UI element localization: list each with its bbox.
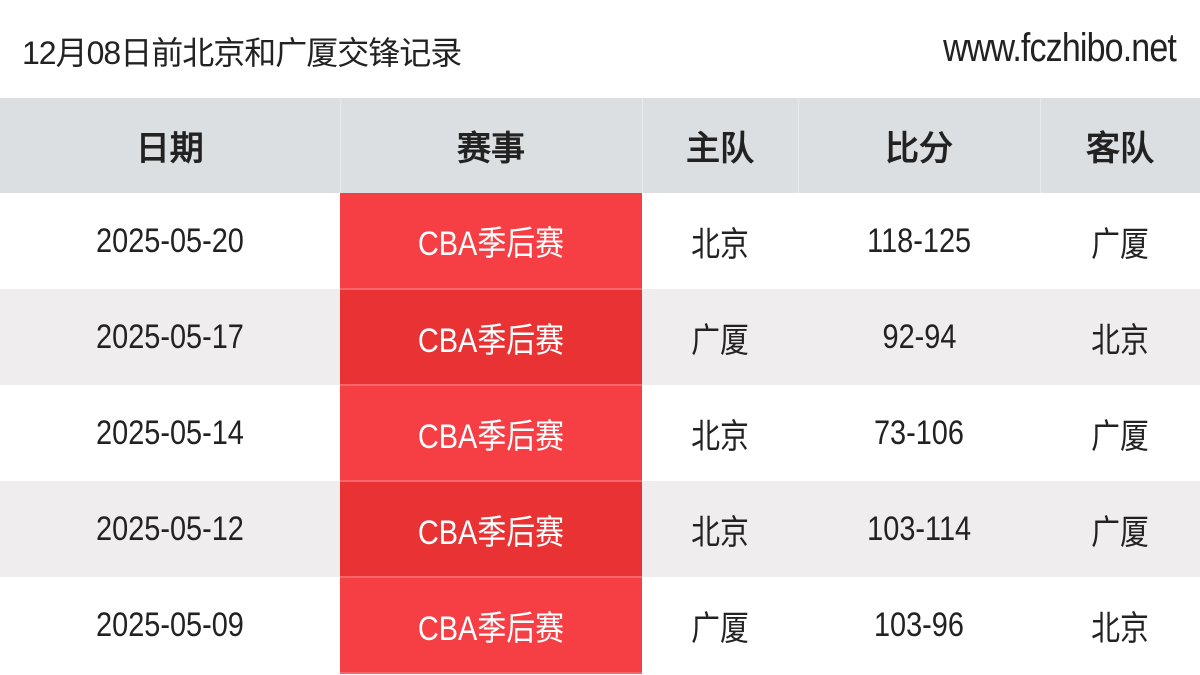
home-team-cell-text: 北京 (691, 513, 749, 552)
table-row: 2025-05-20 CBA季后赛 北京 118-125 广厦 (0, 193, 1200, 290)
home-team-cell-text: 广厦 (691, 321, 749, 360)
away-team-cell-text: 北京 (1091, 321, 1149, 360)
date-cell-text: 2025-05-17 (96, 317, 244, 356)
score-cell: 92-94 (798, 289, 1040, 385)
score-cell: 103-114 (798, 481, 1040, 577)
date-cell-text: 2025-05-09 (96, 605, 244, 644)
score-cell: 103-96 (798, 577, 1040, 673)
score-cell-text: 73-106 (874, 413, 964, 452)
home-team-cell-text: 北京 (691, 417, 749, 456)
score-cell-text: 118-125 (867, 221, 971, 260)
away-team-cell: 广厦 (1040, 385, 1200, 481)
date-cell: 2025-05-20 (0, 193, 340, 289)
score-cell: 118-125 (798, 193, 1040, 289)
away-team-cell: 北京 (1040, 577, 1200, 673)
table-row: 2025-05-17 CBA季后赛 广厦 92-94 北京 (0, 289, 1200, 386)
date-cell-text: 2025-05-20 (96, 221, 244, 260)
competition-cell-text: CBA季后赛 (417, 513, 565, 552)
date-cell: 2025-05-09 (0, 577, 340, 673)
away-team-cell-text: 广厦 (1091, 417, 1149, 456)
table-row: 2025-05-09 CBA季后赛 广厦 103-96 北京 (0, 577, 1200, 674)
away-team-cell-text: 广厦 (1091, 513, 1149, 552)
table-header-row: 日期 赛事 主队 比分 客队 (0, 98, 1200, 193)
competition-cell-text: CBA季后赛 (417, 225, 565, 263)
date-cell: 2025-05-12 (0, 481, 340, 577)
column-header-away: 客队 (1040, 98, 1200, 193)
date-cell-text: 2025-05-12 (96, 509, 244, 548)
date-cell-text: 2025-05-14 (96, 413, 244, 452)
site-url: www.fczhibo.net (943, 26, 1177, 70)
date-cell: 2025-05-14 (0, 385, 340, 481)
away-team-cell-text: 北京 (1091, 609, 1149, 648)
column-header-competition: 赛事 (340, 98, 643, 193)
away-team-cell-text: 广厦 (1091, 225, 1149, 264)
competition-cell: CBA季后赛 (340, 385, 642, 482)
head-to-head-table: 日期 赛事 主队 比分 客队 2025-05-20 CBA季后赛 北京 118-125… (0, 98, 1200, 674)
score-cell-text: 103-114 (867, 509, 971, 548)
away-team-cell: 广厦 (1040, 193, 1200, 289)
away-team-cell: 广厦 (1040, 481, 1200, 577)
home-team-cell: 北京 (642, 481, 798, 577)
away-team-cell: 北京 (1040, 289, 1200, 385)
home-team-cell-text: 北京 (691, 225, 749, 264)
score-cell-text: 103-96 (874, 605, 964, 644)
home-team-cell: 北京 (642, 193, 798, 289)
date-cell: 2025-05-17 (0, 289, 340, 385)
score-cell: 73-106 (798, 385, 1040, 481)
competition-cell-text: CBA季后赛 (417, 321, 565, 360)
table-row: 2025-05-12 CBA季后赛 北京 103-114 广厦 (0, 481, 1200, 578)
home-team-cell: 北京 (642, 385, 798, 481)
page-title: 12月08日前北京和广厦交锋记录 (22, 35, 462, 71)
column-header-date: 日期 (0, 98, 341, 193)
competition-cell: CBA季后赛 (340, 289, 642, 386)
competition-cell-text: CBA季后赛 (417, 417, 565, 456)
competition-cell: CBA季后赛 (340, 193, 642, 290)
home-team-cell: 广厦 (642, 289, 798, 385)
column-header-home: 主队 (642, 98, 799, 193)
score-cell-text: 92-94 (882, 317, 956, 356)
competition-cell: CBA季后赛 (340, 577, 642, 674)
home-team-cell: 广厦 (642, 577, 798, 673)
home-team-cell-text: 广厦 (691, 609, 749, 648)
competition-cell-text: CBA季后赛 (417, 609, 565, 648)
table-row: 2025-05-14 CBA季后赛 北京 73-106 广厦 (0, 385, 1200, 482)
competition-cell: CBA季后赛 (340, 481, 642, 578)
page-header: 12月08日前北京和广厦交锋记录 www.fczhibo.net (0, 0, 1200, 98)
column-header-score: 比分 (798, 98, 1041, 193)
